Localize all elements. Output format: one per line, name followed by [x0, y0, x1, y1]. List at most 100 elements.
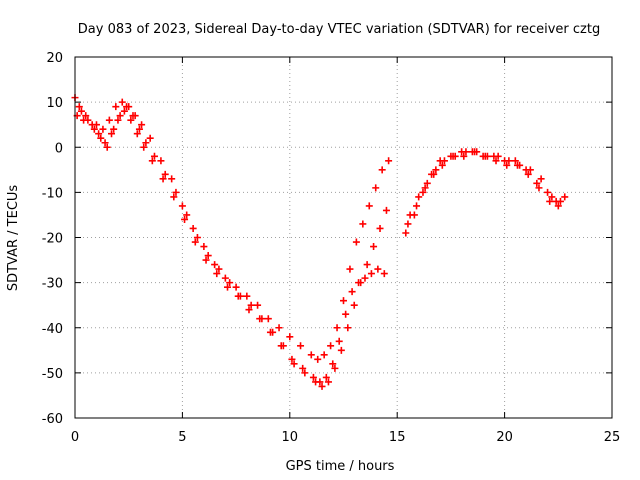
data-point	[413, 202, 421, 210]
data-point	[535, 184, 543, 192]
data-point	[183, 211, 191, 219]
grid	[75, 57, 612, 418]
data-point	[301, 369, 309, 377]
data-point	[511, 157, 519, 165]
data-point	[365, 202, 373, 210]
data-point	[440, 157, 448, 165]
data-point	[556, 197, 564, 205]
data-point	[112, 103, 120, 111]
data-point	[279, 342, 287, 350]
data-point	[101, 139, 109, 147]
data-point	[363, 261, 371, 269]
data-point	[140, 143, 148, 151]
data-point	[503, 161, 511, 169]
data-point	[97, 134, 105, 142]
data-point	[423, 179, 431, 187]
data-point	[224, 283, 232, 291]
data-point	[544, 188, 552, 196]
data-point	[170, 193, 178, 201]
data-point	[138, 121, 146, 129]
data-point	[269, 328, 277, 336]
data-point	[548, 193, 556, 201]
data-point	[346, 265, 354, 273]
data-point	[382, 206, 390, 214]
data-point	[77, 107, 85, 115]
data-point	[108, 130, 116, 138]
data-point	[118, 98, 126, 106]
series-track-2	[75, 103, 562, 386]
data-point	[342, 310, 350, 318]
data-point	[318, 382, 326, 390]
data-point	[290, 360, 298, 368]
data-point	[402, 229, 410, 237]
data-point	[350, 301, 358, 309]
data-point	[537, 175, 545, 183]
data-point	[505, 157, 513, 165]
data-point	[236, 292, 244, 300]
data-point	[299, 364, 307, 372]
data-point	[438, 161, 446, 169]
data-point	[135, 125, 143, 133]
data-point	[202, 256, 210, 264]
data-point	[286, 333, 294, 341]
x-tick-label: 25	[604, 430, 621, 445]
y-tick-label: -20	[42, 232, 63, 247]
data-point	[554, 202, 562, 210]
x-tick-label: 5	[178, 430, 186, 445]
data-point	[376, 224, 384, 232]
data-point	[333, 324, 341, 332]
data-point	[129, 112, 137, 120]
data-point	[110, 125, 118, 133]
data-point	[247, 301, 255, 309]
data-point	[146, 134, 154, 142]
data-point	[372, 184, 380, 192]
data-point	[361, 274, 369, 282]
data-point	[116, 112, 124, 120]
data-point	[561, 193, 569, 201]
data-point	[221, 274, 229, 282]
data-point	[524, 170, 532, 178]
data-point	[415, 193, 423, 201]
data-point	[357, 279, 365, 287]
data-point	[150, 152, 158, 160]
data-point	[337, 346, 345, 354]
data-point	[123, 103, 131, 111]
data-point	[348, 288, 356, 296]
data-points	[71, 94, 569, 390]
data-point	[374, 265, 382, 273]
data-point	[95, 130, 103, 138]
data-point	[335, 337, 343, 345]
data-point	[288, 355, 296, 363]
data-point	[75, 103, 83, 111]
data-point	[215, 265, 223, 273]
data-point	[105, 116, 113, 124]
data-point	[385, 157, 393, 165]
data-point	[460, 152, 468, 160]
x-tick-label: 10	[282, 430, 299, 445]
data-point	[344, 324, 352, 332]
data-point	[264, 315, 272, 323]
data-point	[320, 351, 328, 359]
data-point	[352, 238, 360, 246]
data-point	[546, 197, 554, 205]
data-point	[314, 355, 322, 363]
data-point	[90, 125, 98, 133]
data-point	[462, 148, 470, 156]
data-point	[312, 378, 320, 386]
data-point	[181, 215, 189, 223]
y-axis-label: SDTVAR / TECUs	[6, 185, 21, 292]
data-point	[159, 175, 167, 183]
x-tick-label: 0	[71, 430, 79, 445]
data-point	[258, 315, 266, 323]
data-point	[340, 297, 347, 305]
data-point	[430, 170, 438, 178]
y-tick-label: -30	[42, 277, 63, 292]
data-point	[82, 112, 90, 120]
data-point	[226, 279, 234, 287]
data-point	[432, 166, 440, 174]
data-point	[309, 373, 317, 381]
data-point	[193, 234, 201, 241]
data-point	[245, 306, 253, 314]
data-point	[133, 130, 141, 138]
